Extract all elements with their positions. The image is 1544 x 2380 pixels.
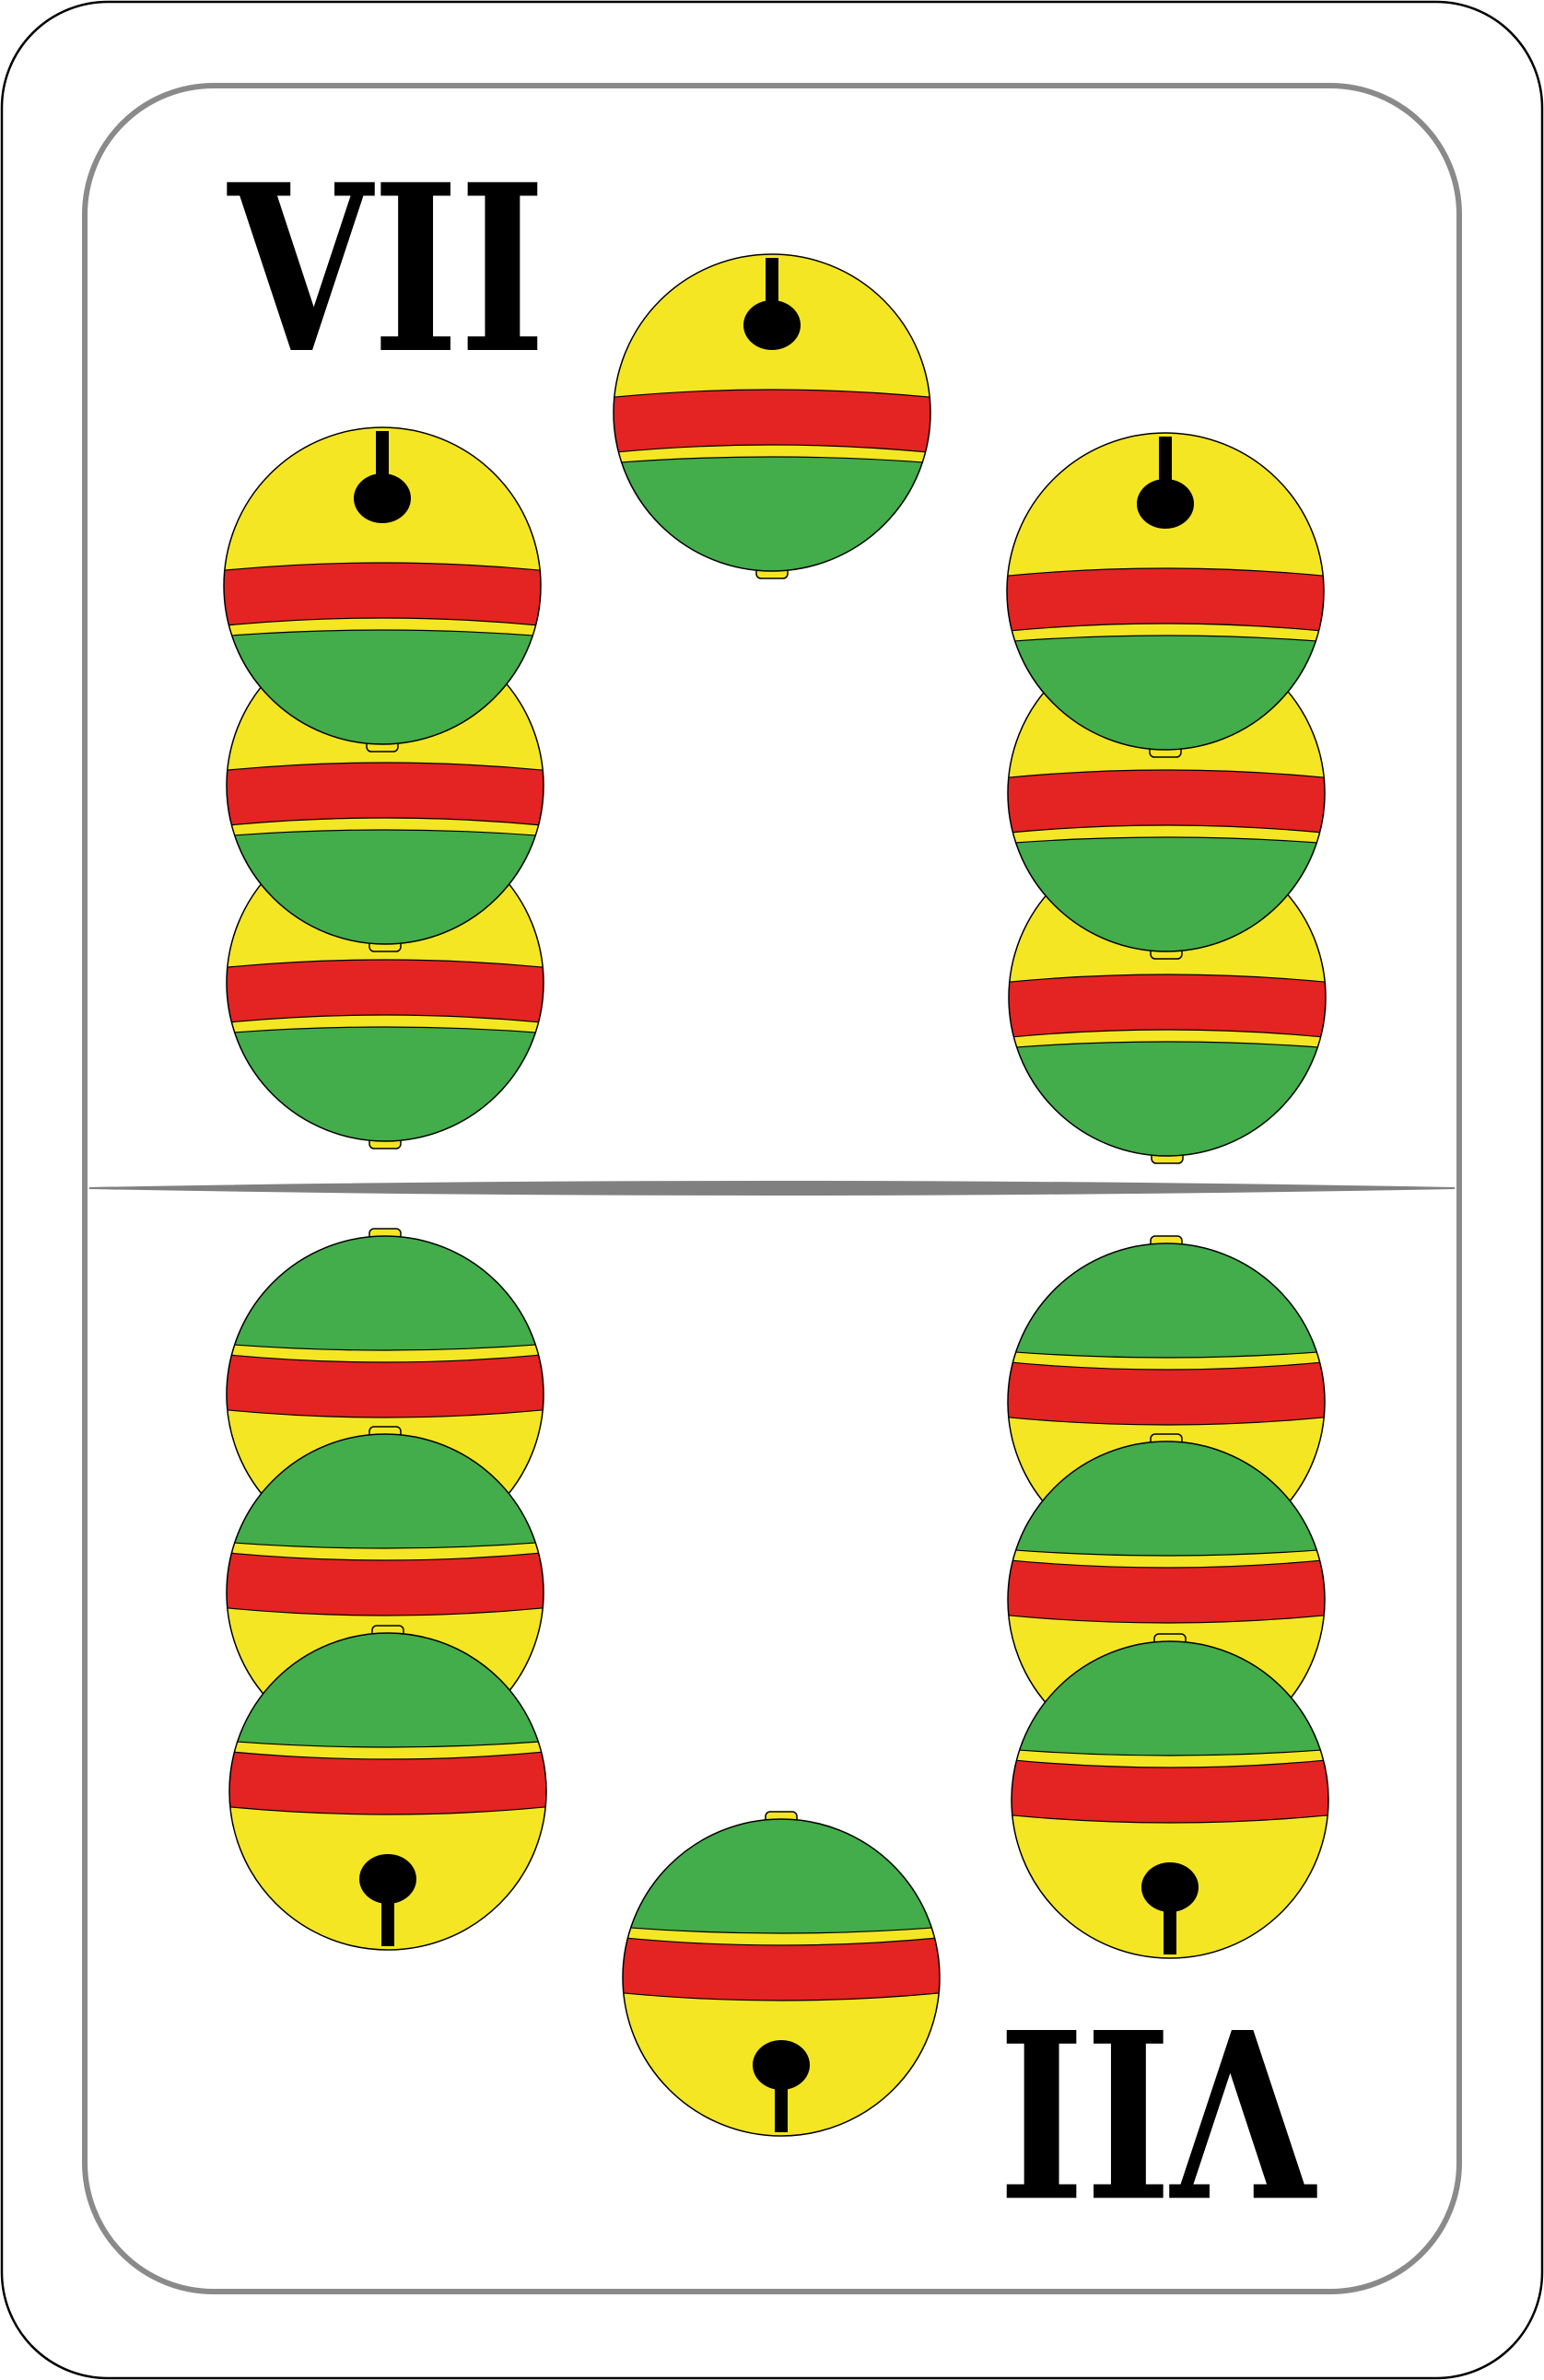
center-divider bbox=[88, 1181, 1456, 1196]
rank-bottom: VII bbox=[999, 1976, 1318, 2246]
inner-frame bbox=[82, 83, 1462, 2294]
rank-top: VII bbox=[227, 134, 546, 404]
